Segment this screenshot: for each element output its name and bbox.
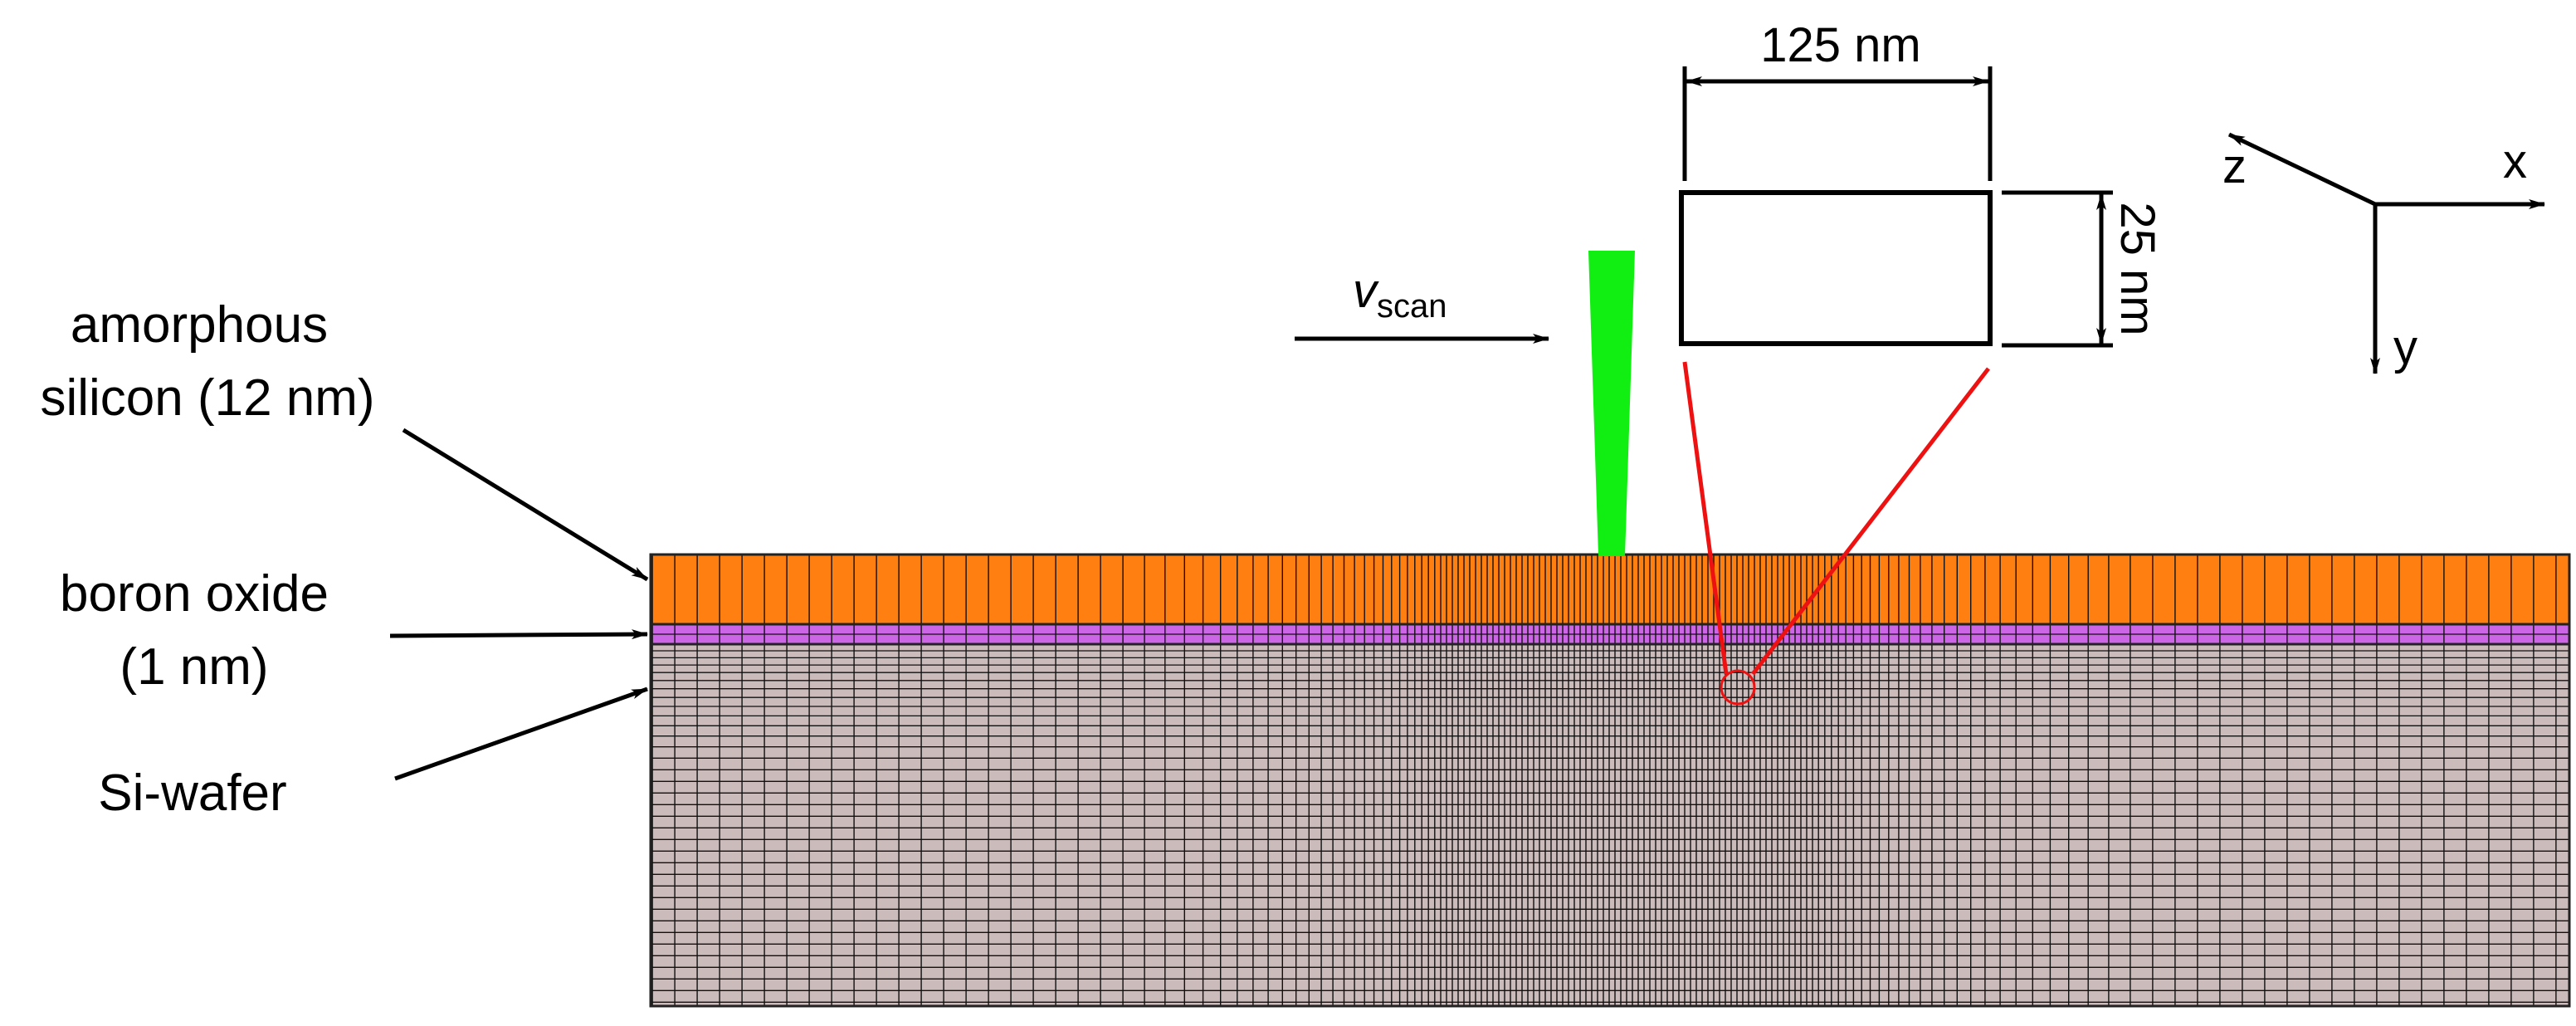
z-axis-arrow: [2227, 132, 2377, 207]
zoom-connector-left: [1682, 361, 1729, 675]
coordinate-axes-icon: x y z: [2222, 132, 2545, 374]
scan-velocity-symbol: v: [1353, 264, 1379, 318]
si-wafer-label: Si-wafer: [98, 765, 286, 822]
zoom-inset-box: [1679, 190, 1993, 346]
si-wafer-pointer: [394, 686, 648, 781]
width-dimension-label: 125 nm: [1760, 18, 1920, 72]
si-wafer-layer: [651, 644, 2569, 1006]
amorphous-silicon-layer: [651, 555, 2569, 624]
scan-velocity-subscript: scan: [1377, 288, 1447, 325]
boron-oxide-label-line2: (1 nm): [120, 638, 268, 696]
boron-oxide-pointer: [389, 629, 648, 640]
amorphous-silicon-label-line1: amorphous: [71, 296, 328, 354]
amorphous-silicon-pointer: [402, 428, 649, 582]
mesh-vertical-lines: [651, 555, 2557, 1006]
amorphous-silicon-label-line2: silicon (12 nm): [40, 369, 374, 427]
x-axis-label: x: [2503, 134, 2527, 188]
scan-velocity-label: vscan: [1353, 264, 1447, 325]
mesh-horizontal-lines: [651, 633, 2569, 1003]
zoom-region-marker: [1720, 669, 1756, 706]
y-axis-label: y: [2393, 320, 2417, 374]
height-dimension-label: 25 nm: [2110, 202, 2164, 335]
boron-oxide-label-line1: boron oxide: [60, 565, 329, 623]
laser-beam-icon: [1588, 251, 1635, 556]
z-axis-label: z: [2222, 139, 2247, 193]
zoom-connector-right: [1751, 367, 1990, 676]
